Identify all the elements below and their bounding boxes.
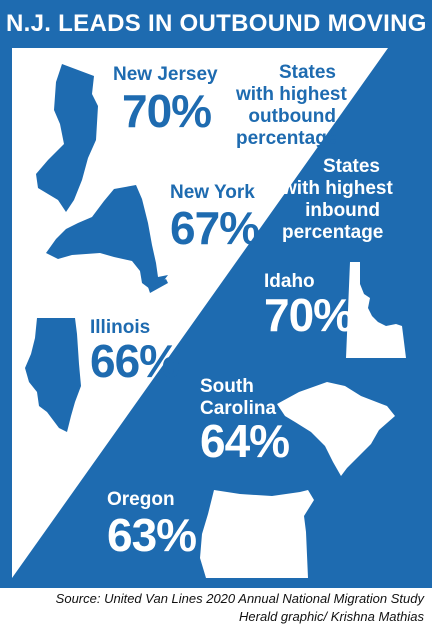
idaho-name: Idaho bbox=[264, 271, 315, 292]
idaho-state-icon bbox=[346, 262, 406, 358]
new-jersey-state-icon bbox=[36, 64, 98, 212]
headline: N.J. LEADS IN OUTBOUND MOVING bbox=[6, 10, 427, 37]
source-line: Source: United Van Lines 2020 Annual Nat… bbox=[55, 591, 424, 606]
south-carolina-state-icon bbox=[277, 382, 395, 476]
oregon-name: Oregon bbox=[107, 489, 175, 510]
outbound-caption: States with highest outbound percentage bbox=[236, 62, 347, 149]
inbound-caption: States with highest inbound percentage bbox=[282, 156, 393, 243]
new-york-state-icon bbox=[46, 185, 168, 293]
illinois-state-icon bbox=[25, 318, 81, 432]
oregon-state-icon bbox=[200, 490, 314, 578]
south-carolina-name: South Carolina bbox=[200, 376, 277, 419]
illinois-name: Illinois bbox=[90, 317, 151, 338]
new-jersey-percent: 70% bbox=[122, 85, 212, 137]
oregon-percent: 63% bbox=[107, 509, 197, 561]
new-jersey-name: New Jersey bbox=[113, 64, 218, 85]
new-york-percent: 67% bbox=[170, 202, 260, 254]
credit-line: Herald graphic/ Krishna Mathias bbox=[239, 609, 424, 624]
new-york-name: New York bbox=[170, 182, 255, 203]
illinois-percent: 66% bbox=[90, 335, 180, 387]
south-carolina-percent: 64% bbox=[200, 415, 290, 467]
idaho-percent: 70% bbox=[264, 289, 354, 341]
